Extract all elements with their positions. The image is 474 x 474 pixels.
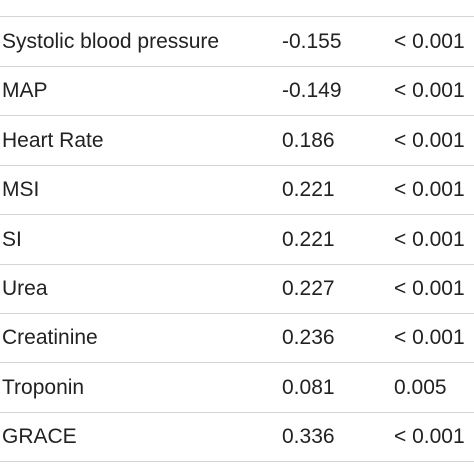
variable-name: MSI (2, 178, 40, 202)
correlation: -0.149 (282, 79, 342, 103)
p-value: < 0.001 (394, 30, 465, 53)
variable-name: Heart Rate (2, 128, 104, 152)
p-value: < 0.001 (394, 277, 465, 300)
correlation: 0.186 (282, 128, 335, 152)
correlation: 0.236 (282, 326, 335, 350)
p-value: 0.005 (394, 375, 447, 399)
row-divider (0, 16, 474, 17)
variable-name: Troponin (2, 375, 85, 399)
correlation: -0.155 (282, 30, 342, 53)
correlation: 0.221 (282, 227, 335, 251)
correlation: 0.221 (282, 178, 335, 202)
table-row: GRACE 0.336 < 0.001 (0, 412, 474, 463)
p-value: < 0.001 (394, 326, 465, 350)
table-row: Systolic blood pressure -0.155 < 0.001 (0, 17, 474, 67)
variable-name: MAP (2, 79, 48, 103)
variable-name: Creatinine (2, 326, 98, 350)
table-row: MAP -0.149 < 0.001 (0, 66, 474, 117)
p-value: < 0.001 (394, 227, 465, 251)
table-row: Heart Rate 0.186 < 0.001 (0, 116, 474, 166)
table-row: MSI 0.221 < 0.001 (0, 165, 474, 216)
variable-name: GRACE (2, 425, 77, 449)
variable-name: Urea (2, 277, 48, 300)
table-row: Urea 0.227 < 0.001 (0, 264, 474, 314)
variable-name: Systolic blood pressure (2, 30, 220, 53)
table-row: Troponin 0.081 0.005 (0, 363, 474, 413)
table-row: Creatinine 0.236 < 0.001 (0, 313, 474, 364)
table-row: SI 0.221 < 0.001 (0, 215, 474, 265)
p-value: < 0.001 (394, 178, 465, 202)
correlation: 0.081 (282, 375, 335, 399)
p-value: < 0.001 (394, 425, 465, 449)
correlation: 0.336 (282, 425, 335, 449)
p-value: < 0.001 (394, 128, 465, 152)
correlation: 0.227 (282, 277, 335, 300)
p-value: < 0.001 (394, 79, 465, 103)
variable-name: SI (2, 227, 22, 251)
